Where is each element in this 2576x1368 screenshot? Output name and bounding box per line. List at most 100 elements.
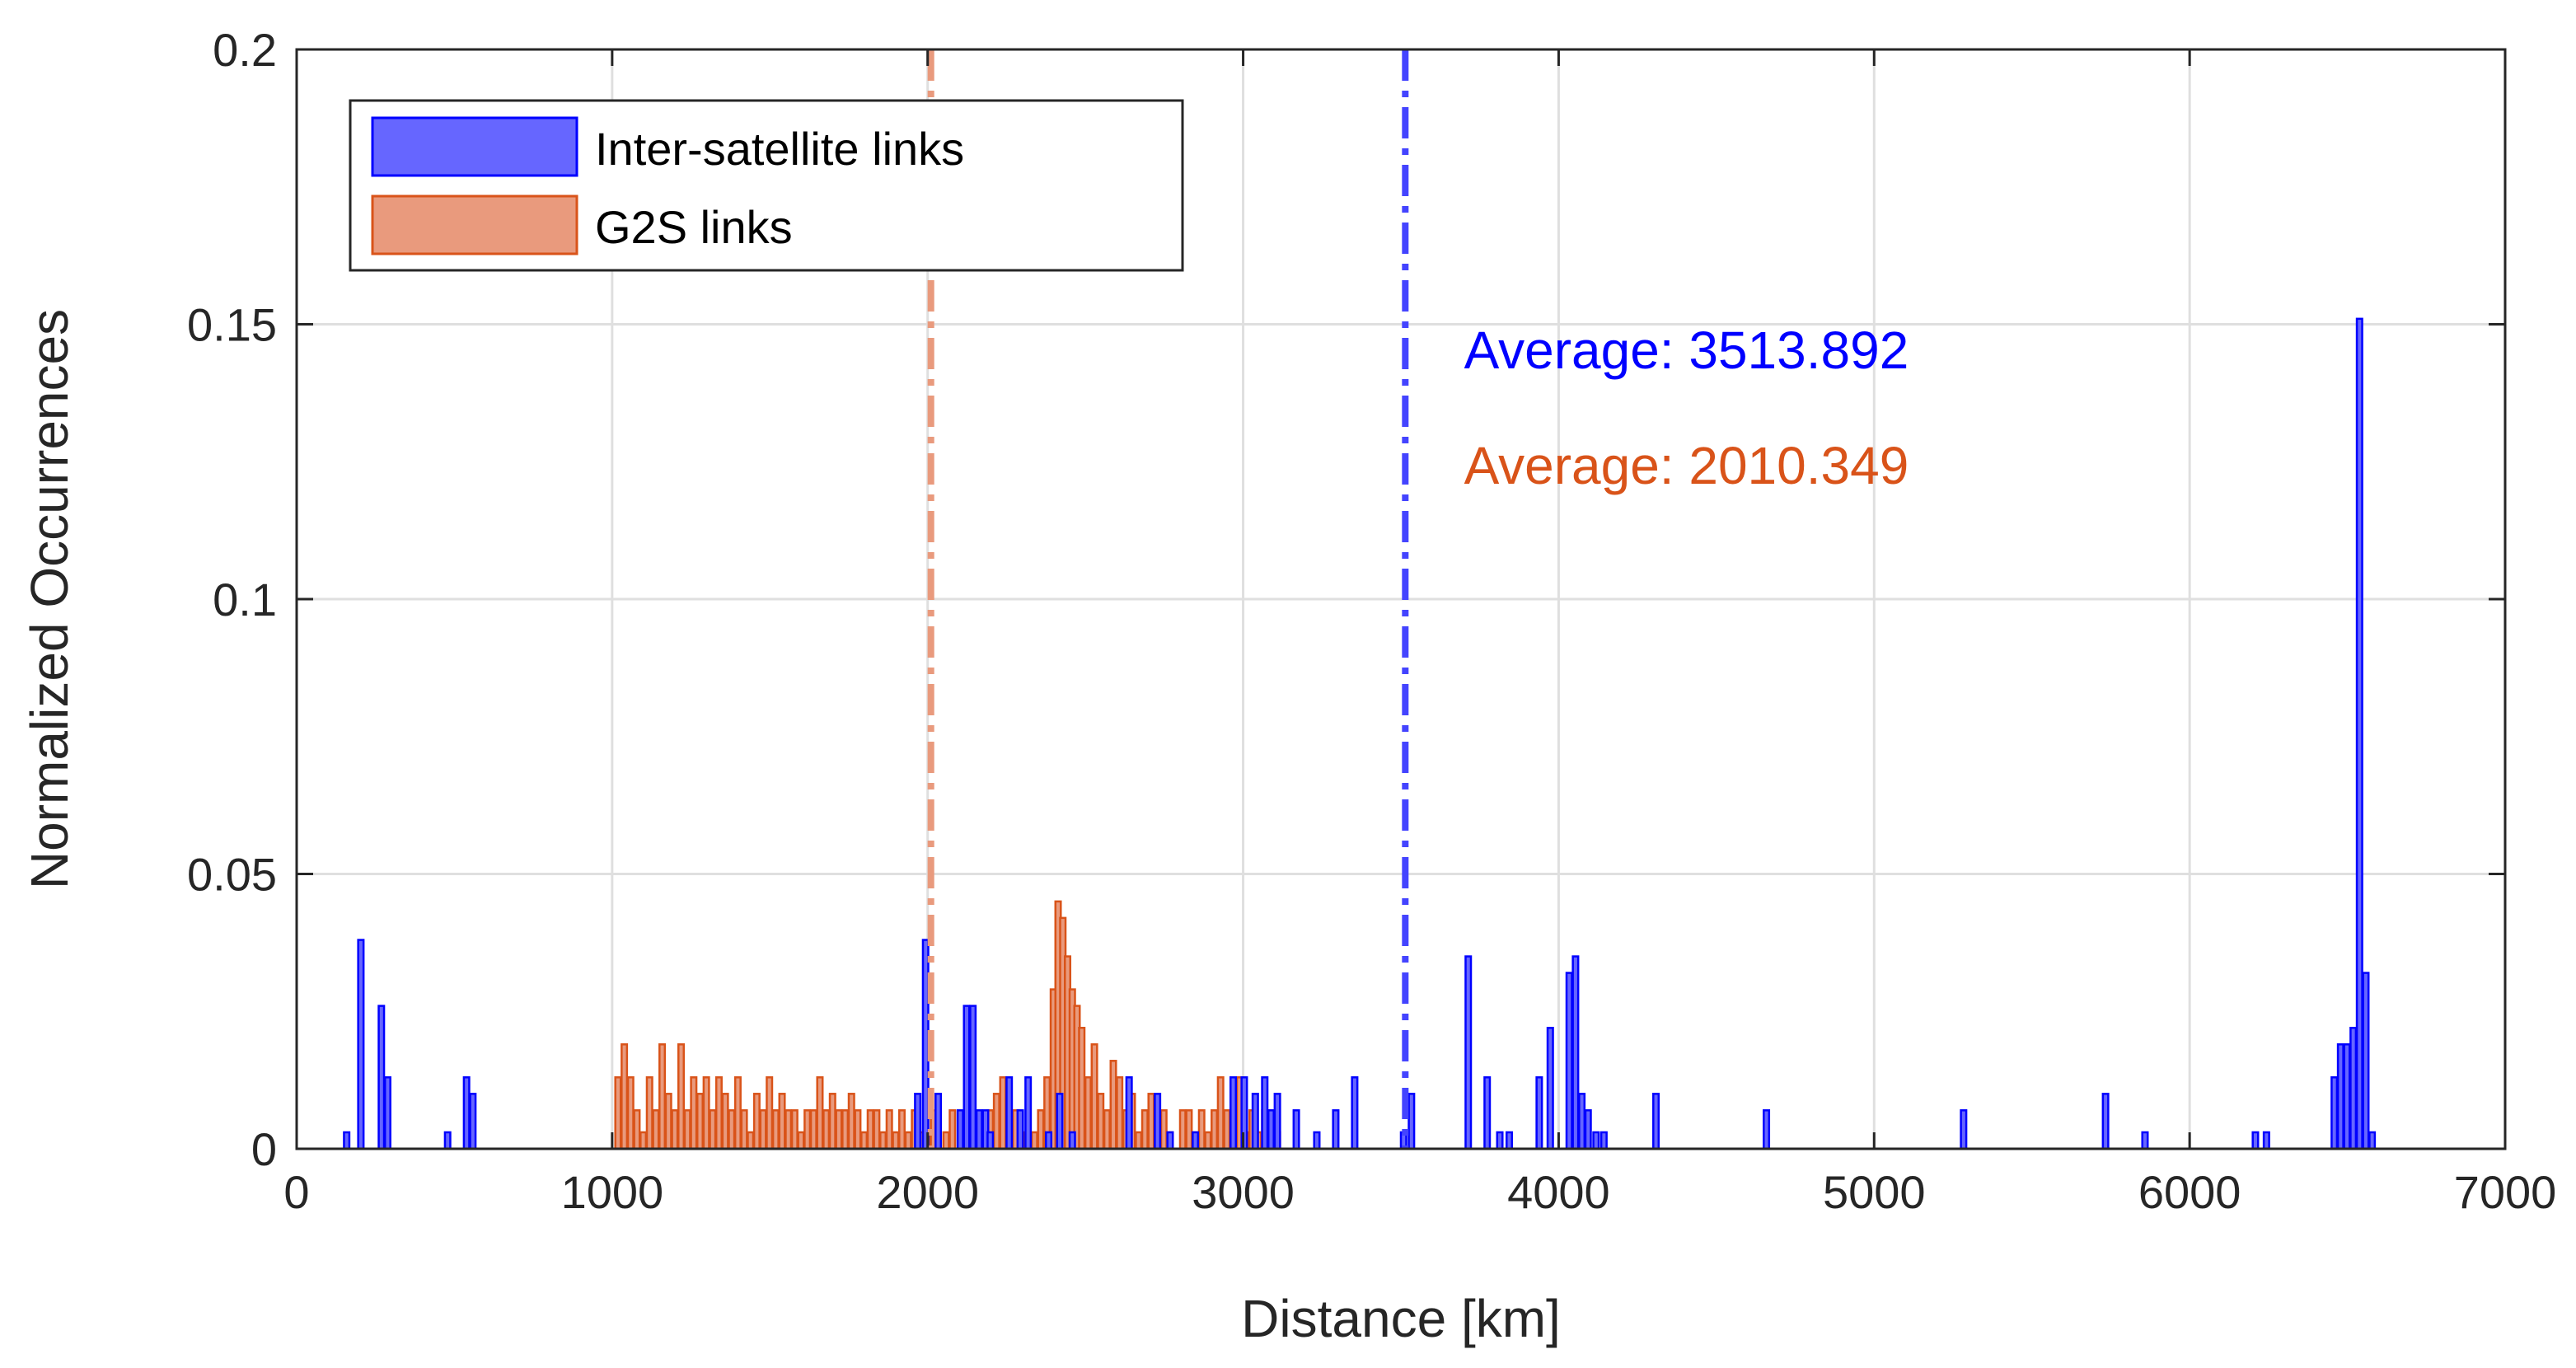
bar-g2s (879, 1131, 888, 1150)
bar-inter-satellite (2101, 1093, 2110, 1150)
bar-inter-satellite (962, 1005, 971, 1150)
bar-inter-satellite (462, 1076, 471, 1150)
bar-inter-satellite (1154, 1093, 1162, 1150)
bar-inter-satellite (1496, 1131, 1504, 1150)
bar-inter-satellite (1056, 1093, 1064, 1150)
bar-g2s (614, 1076, 622, 1150)
bar-g2s (714, 1076, 723, 1150)
bar-g2s (778, 1093, 786, 1150)
legend-label-inter-satellite: Inter-satellite links (595, 123, 964, 175)
bar-g2s (1140, 1109, 1149, 1150)
bar-g2s (854, 1109, 862, 1150)
bar-inter-satellite (1571, 955, 1580, 1150)
y-axis-label: Normalized Occurrences (20, 309, 79, 889)
bar-g2s (1037, 1109, 1045, 1150)
bar-g2s (1090, 1043, 1098, 1150)
bar-g2s (1084, 1076, 1092, 1150)
legend-label-g2s: G2S links (595, 201, 793, 253)
bar-g2s (740, 1109, 748, 1150)
bar-g2s (898, 1109, 906, 1150)
y-tick-label: 0.2 (213, 24, 277, 76)
bar-inter-satellite (1960, 1109, 1968, 1150)
bar-g2s (766, 1076, 774, 1150)
bar-inter-satellite (1483, 1076, 1492, 1150)
bar-inter-satellite (1763, 1109, 1771, 1150)
bar-g2s (885, 1109, 893, 1150)
bar-g2s (785, 1109, 793, 1150)
bar-g2s (1204, 1131, 1212, 1150)
bar-g2s (835, 1109, 843, 1150)
bar-g2s (860, 1131, 869, 1150)
bar-g2s (1223, 1109, 1231, 1150)
x-axis-label: Distance [km] (1241, 1289, 1561, 1348)
bar-g2s (892, 1131, 900, 1150)
bar-inter-satellite (2349, 1027, 2358, 1150)
bar-inter-satellite (1261, 1076, 1269, 1150)
bar-inter-satellite (1351, 1076, 1359, 1150)
bar-g2s (771, 1109, 780, 1150)
bar-g2s (1078, 1027, 1086, 1150)
average-label-inter-satellite: Average: 3513.892 (1464, 321, 1909, 380)
bar-inter-satellite (986, 1131, 995, 1150)
bar-inter-satellite (1578, 1093, 1586, 1150)
x-tick-label: 7000 (2454, 1166, 2557, 1218)
bar-g2s (733, 1076, 742, 1150)
bar-g2s (702, 1076, 710, 1150)
bar-g2s (696, 1093, 704, 1150)
bar-g2s (847, 1093, 855, 1150)
bar-inter-satellite (1313, 1131, 1321, 1150)
bar-g2s (645, 1076, 653, 1150)
bar-g2s (992, 1093, 1000, 1150)
bar-g2s (721, 1093, 729, 1150)
bar-g2s (999, 1076, 1007, 1150)
bar-inter-satellite (1068, 1131, 1076, 1150)
y-tick-label: 0.15 (187, 299, 277, 351)
bar-g2s (728, 1109, 736, 1150)
bar-inter-satellite (357, 939, 365, 1150)
bar-inter-satellite (1229, 1076, 1238, 1150)
bar-inter-satellite (2343, 1043, 2351, 1150)
bar-inter-satellite (1251, 1093, 1259, 1150)
bar-inter-satellite (343, 1131, 351, 1150)
bar-inter-satellite (1045, 1131, 1053, 1150)
bar-inter-satellite (2330, 1076, 2339, 1150)
bar-inter-satellite (1166, 1131, 1174, 1150)
bar-g2s (1116, 1076, 1124, 1150)
bar-g2s (671, 1109, 679, 1150)
bar-inter-satellite (1407, 1093, 1416, 1150)
bar-g2s (664, 1093, 672, 1150)
bar-inter-satellite (1546, 1027, 1554, 1150)
x-tick-label: 2000 (876, 1166, 979, 1218)
bar-g2s (1147, 1093, 1155, 1150)
bar-g2s (639, 1131, 648, 1150)
bar-g2s (1178, 1109, 1187, 1150)
bar-inter-satellite (934, 1093, 943, 1150)
bar-g2s (759, 1109, 767, 1150)
bar-inter-satellite (2251, 1131, 2260, 1150)
bar-inter-satellite (1506, 1131, 1514, 1150)
bar-g2s (683, 1109, 691, 1150)
bar-g2s (1103, 1109, 1111, 1150)
legend-swatch-g2s (371, 194, 578, 255)
bar-g2s (752, 1093, 761, 1150)
x-tick-label: 1000 (561, 1166, 664, 1218)
bar-g2s (633, 1109, 641, 1150)
bar-inter-satellite (1565, 972, 1573, 1150)
bar-g2s (677, 1043, 686, 1150)
bars (343, 317, 2377, 1150)
bar-inter-satellite (975, 1109, 983, 1150)
bar-inter-satellite (1005, 1076, 1014, 1150)
bar-g2s (1135, 1131, 1143, 1150)
bar-inter-satellite (2336, 1043, 2344, 1150)
bar-inter-satellite (1267, 1109, 1275, 1150)
bar-inter-satellite (1125, 1076, 1133, 1150)
bar-g2s (1109, 1060, 1117, 1150)
x-tick-label: 4000 (1507, 1166, 1610, 1218)
bar-g2s (621, 1043, 629, 1150)
bar-inter-satellite (1652, 1093, 1660, 1150)
bar-g2s (658, 1043, 667, 1150)
legend-swatch-inter-satellite (371, 116, 578, 177)
bar-inter-satellite (1024, 1076, 1033, 1150)
bar-g2s (828, 1093, 836, 1150)
